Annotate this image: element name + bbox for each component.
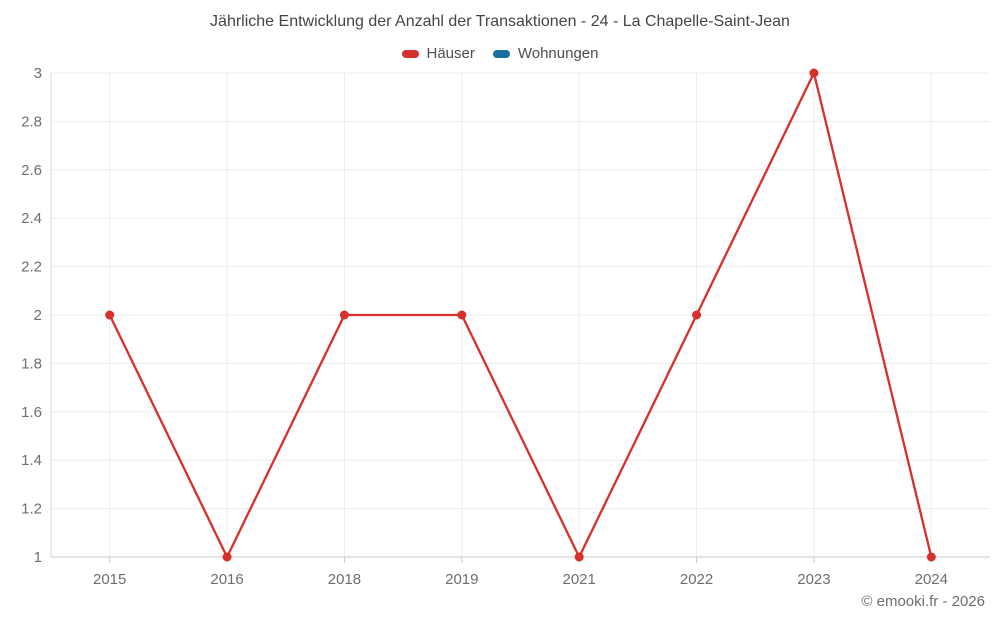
data-point-häuser-2023[interactable] bbox=[809, 68, 819, 78]
legend-label: Wohnungen bbox=[517, 45, 599, 62]
x-axis-tick-label: 2024 bbox=[915, 571, 948, 588]
y-axis-tick-label: 2 bbox=[34, 307, 42, 324]
data-point-häuser-2016[interactable] bbox=[222, 552, 232, 562]
y-axis-tick-label: 2.4 bbox=[21, 210, 42, 227]
y-axis-tick-label: 1 bbox=[34, 549, 42, 566]
x-axis-tick-label: 2018 bbox=[328, 571, 361, 588]
data-point-häuser-2018[interactable] bbox=[339, 310, 349, 320]
y-axis-tick-label: 1.6 bbox=[21, 404, 42, 421]
x-axis-tick-label: 2016 bbox=[210, 571, 243, 588]
x-axis-tick-label: 2015 bbox=[93, 571, 126, 588]
data-point-häuser-2022[interactable] bbox=[692, 310, 702, 320]
data-point-häuser-2024[interactable] bbox=[926, 552, 936, 562]
series-line-häuser bbox=[108, 71, 933, 559]
y-axis-tick-label: 1.2 bbox=[21, 501, 42, 518]
chart-title: Jährliche Entwicklung der Anzahl der Tra… bbox=[210, 13, 790, 30]
data-point-häuser-2021[interactable] bbox=[574, 552, 584, 562]
copyright: © emooki.fr - 2026 bbox=[861, 593, 985, 610]
x-axis-tick-label: 2021 bbox=[563, 571, 596, 588]
y-axis-tick-label: 1.8 bbox=[21, 355, 42, 372]
y-axis-tick-label: 1.4 bbox=[21, 452, 42, 469]
data-point-häuser-2015[interactable] bbox=[105, 310, 115, 320]
legend-swatch-wohnungen bbox=[492, 49, 510, 58]
legend-item-häuser[interactable]: Häuser bbox=[401, 45, 475, 62]
y-axis-tick-label: 2.8 bbox=[21, 113, 42, 130]
legend-item-wohnungen[interactable]: Wohnungen bbox=[492, 45, 599, 62]
legend-swatch-häuser bbox=[401, 49, 419, 58]
x-axis-tick-label: 2022 bbox=[680, 571, 713, 588]
y-axis-tick-label: 2.2 bbox=[21, 259, 42, 276]
legend: Häuser Wohnungen bbox=[0, 45, 1000, 62]
y-axis-tick-label: 3 bbox=[34, 65, 42, 82]
x-axis-tick-label: 2023 bbox=[797, 571, 830, 588]
data-point-häuser-2019[interactable] bbox=[457, 310, 467, 320]
y-axis-tick-label: 2.6 bbox=[21, 162, 42, 179]
x-axis-tick-label: 2019 bbox=[445, 571, 478, 588]
legend-label: Häuser bbox=[426, 45, 475, 62]
